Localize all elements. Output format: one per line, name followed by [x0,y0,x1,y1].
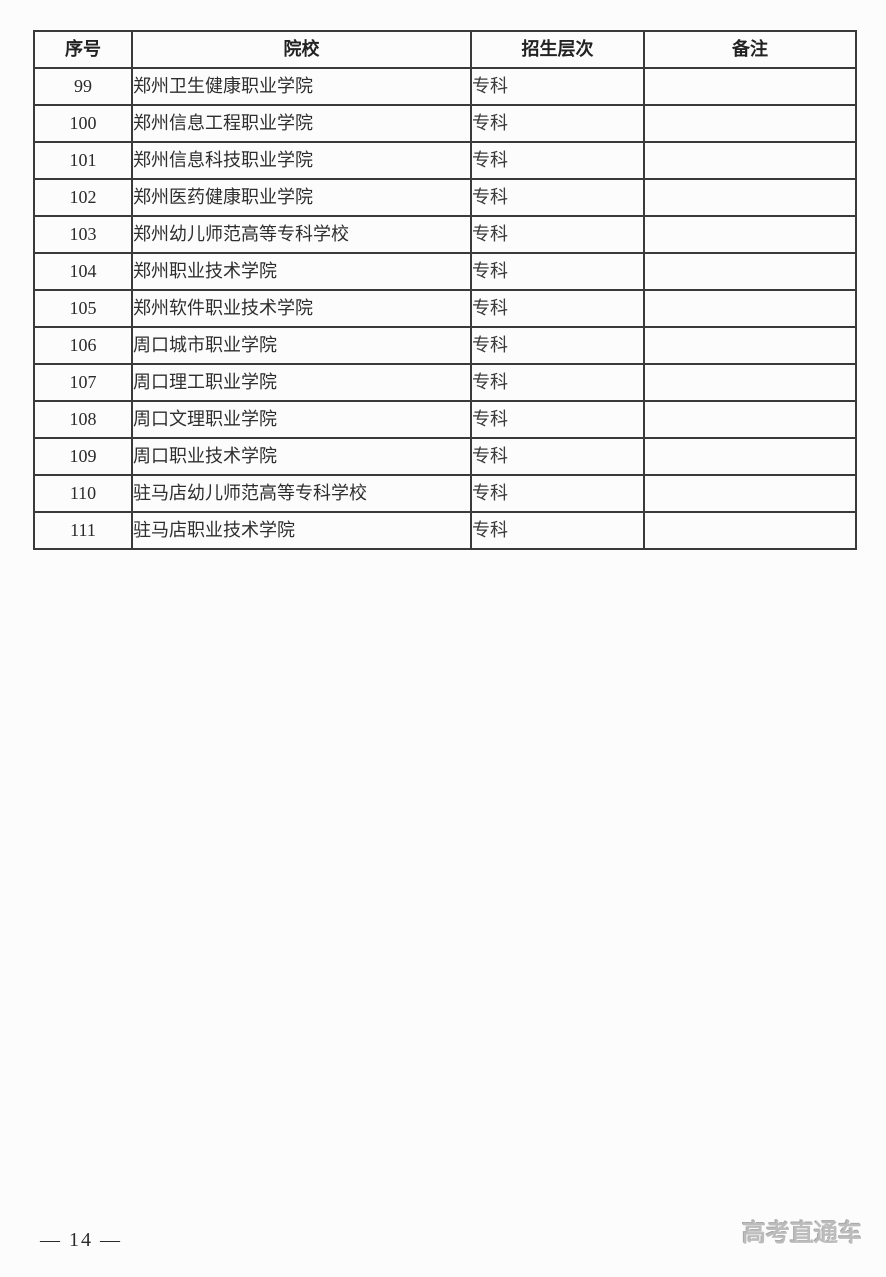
admission-level-cell: 专科 [470,178,645,217]
table-row: 104 郑州职业技术学院 专科 [33,252,857,291]
remarks-cell [643,252,857,291]
admission-level-cell: 专科 [470,437,645,476]
page-number: — 14 — [40,1229,122,1251]
serial-number-cell: 104 [33,252,133,291]
table-row: 108 周口文理职业学院 专科 [33,400,857,439]
serial-number-cell: 100 [33,104,133,143]
institution-cell: 郑州信息工程职业学院 [131,104,472,143]
table-row: 101 郑州信息科技职业学院 专科 [33,141,857,180]
table-row: 99 郑州卫生健康职业学院 专科 [33,67,857,106]
serial-number-cell: 101 [33,141,133,180]
institution-cell: 周口城市职业学院 [131,326,472,365]
remarks-cell [643,141,857,180]
table-row: 107 周口理工职业学院 专科 [33,363,857,402]
remarks-cell [643,474,857,513]
serial-number-cell: 105 [33,289,133,328]
institution-cell: 周口理工职业学院 [131,363,472,402]
remarks-cell [643,326,857,365]
admission-level-cell: 专科 [470,326,645,365]
admission-level-cell: 专科 [470,289,645,328]
remarks-cell [643,400,857,439]
admission-level-cell: 专科 [470,215,645,254]
serial-number-cell: 106 [33,326,133,365]
serial-number-cell: 99 [33,67,133,106]
remarks-cell [643,104,857,143]
admission-level-cell: 专科 [470,474,645,513]
serial-number-cell: 111 [33,511,133,550]
table-row: 106 周口城市职业学院 专科 [33,326,857,365]
remarks-cell [643,289,857,328]
watermark-text: 高考直通车 [742,1220,862,1247]
admission-level-cell: 专科 [470,511,645,550]
serial-number-cell: 102 [33,178,133,217]
institution-cell: 郑州幼儿师范高等专科学校 [131,215,472,254]
admission-level-cell: 专科 [470,400,645,439]
table-row: 102 郑州医药健康职业学院 专科 [33,178,857,217]
serial-number-cell: 103 [33,215,133,254]
table-row: 103 郑州幼儿师范高等专科学校 专科 [33,215,857,254]
institution-cell: 郑州职业技术学院 [131,252,472,291]
remarks-cell [643,178,857,217]
institution-cell: 郑州医药健康职业学院 [131,178,472,217]
institution-cell: 驻马店职业技术学院 [131,511,472,550]
admission-level-cell: 专科 [470,363,645,402]
table-row: 100 郑州信息工程职业学院 专科 [33,104,857,143]
institution-cell: 郑州卫生健康职业学院 [131,67,472,106]
serial-number-cell: 109 [33,437,133,476]
remarks-cell [643,67,857,106]
admission-level-cell: 专科 [470,141,645,180]
institution-cell: 周口文理职业学院 [131,400,472,439]
table-row: 105 郑州软件职业技术学院 专科 [33,289,857,328]
remarks-cell [643,437,857,476]
institution-cell: 郑州软件职业技术学院 [131,289,472,328]
table-row: 110 驻马店幼儿师范高等专科学校 专科 [33,474,857,513]
column-header-admission-level: 招生层次 [470,30,645,69]
admission-level-cell: 专科 [470,104,645,143]
admission-table: 序号 院校 招生层次 备注 99 郑州卫生健康职业学院 专科 100 郑州信息工程职业学… [33,30,857,550]
column-header-serial-number: 序号 [33,30,133,69]
column-header-remarks: 备注 [643,30,857,69]
serial-number-cell: 108 [33,400,133,439]
table-body: 99 郑州卫生健康职业学院 专科 100 郑州信息工程职业学院 专科 101 郑州信息科技职业… [33,67,857,550]
remarks-cell [643,363,857,402]
table-row: 109 周口职业技术学院 专科 [33,437,857,476]
institution-cell: 驻马店幼儿师范高等专科学校 [131,474,472,513]
admission-level-cell: 专科 [470,67,645,106]
admission-level-cell: 专科 [470,252,645,291]
remarks-cell [643,511,857,550]
table-row: 111 驻马店职业技术学院 专科 [33,511,857,550]
institution-cell: 周口职业技术学院 [131,437,472,476]
serial-number-cell: 107 [33,363,133,402]
column-header-institution: 院校 [131,30,472,69]
remarks-cell [643,215,857,254]
institution-cell: 郑州信息科技职业学院 [131,141,472,180]
serial-number-cell: 110 [33,474,133,513]
table-header-row: 序号 院校 招生层次 备注 [33,30,857,69]
